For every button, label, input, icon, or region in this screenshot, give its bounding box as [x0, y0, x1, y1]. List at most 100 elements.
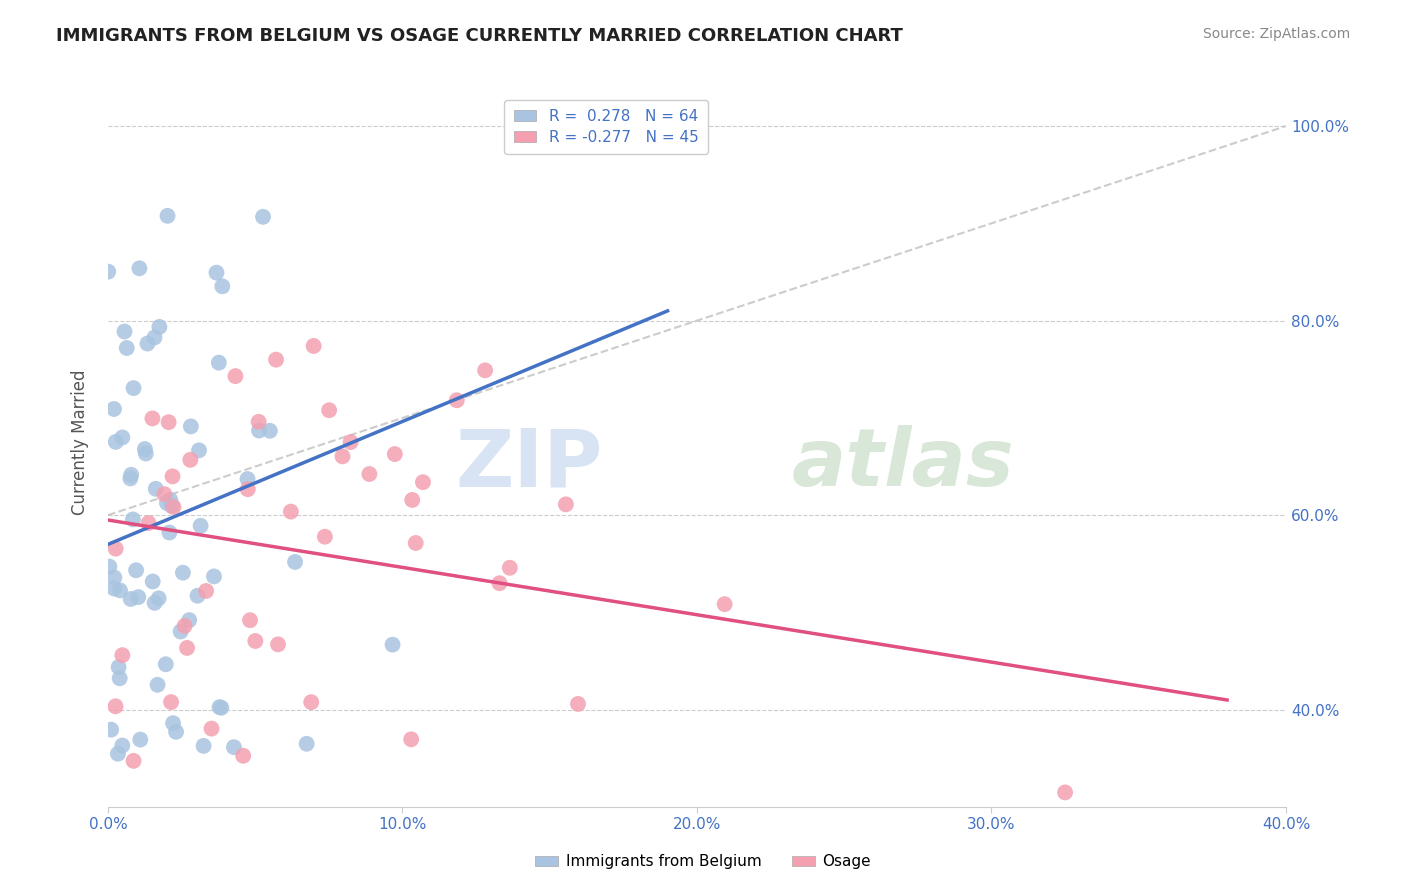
- Point: [103, 582, 125, 596]
- Point: [259, 424, 281, 438]
- Point: [142, 574, 165, 589]
- Point: [120, 467, 142, 482]
- Point: [208, 700, 231, 714]
- Point: [156, 496, 179, 510]
- Point: [100, 723, 122, 737]
- Point: [208, 356, 231, 370]
- Point: [173, 619, 195, 633]
- Point: [143, 596, 166, 610]
- Point: [98, 559, 121, 574]
- Point: [193, 739, 215, 753]
- Point: [232, 748, 254, 763]
- Point: [135, 446, 157, 460]
- Point: [136, 336, 159, 351]
- Point: [401, 492, 423, 507]
- Point: [222, 740, 245, 755]
- Point: [1054, 785, 1077, 799]
- Point: [155, 657, 177, 672]
- Point: [713, 597, 735, 611]
- Point: [125, 563, 148, 577]
- Point: [97, 265, 120, 279]
- Point: [299, 695, 322, 709]
- Point: [280, 505, 302, 519]
- Point: [264, 352, 287, 367]
- Point: [120, 591, 142, 606]
- Legend: R =  0.278   N = 64, R = -0.277   N = 45: R = 0.278 N = 64, R = -0.277 N = 45: [505, 100, 707, 154]
- Point: [247, 415, 270, 429]
- Point: [195, 584, 218, 599]
- Text: Source: ZipAtlas.com: Source: ZipAtlas.com: [1202, 27, 1350, 41]
- Point: [554, 497, 576, 511]
- Point: [284, 555, 307, 569]
- Point: [129, 732, 152, 747]
- Point: [148, 319, 170, 334]
- Point: [160, 499, 183, 513]
- Point: [176, 640, 198, 655]
- Point: [247, 424, 270, 438]
- Point: [209, 700, 232, 714]
- Point: [339, 435, 361, 450]
- Point: [224, 369, 246, 384]
- Point: [405, 536, 427, 550]
- Point: [162, 469, 184, 483]
- Point: [145, 482, 167, 496]
- Text: IMMIGRANTS FROM BELGIUM VS OSAGE CURRENTLY MARRIED CORRELATION CHART: IMMIGRANTS FROM BELGIUM VS OSAGE CURRENT…: [56, 27, 903, 45]
- Point: [122, 512, 145, 526]
- Point: [104, 699, 127, 714]
- Point: [108, 583, 131, 598]
- Point: [108, 671, 131, 685]
- Point: [107, 660, 129, 674]
- Point: [146, 678, 169, 692]
- Point: [128, 261, 150, 276]
- Text: atlas: atlas: [792, 425, 1014, 503]
- Legend: Immigrants from Belgium, Osage: Immigrants from Belgium, Osage: [529, 848, 877, 875]
- Point: [165, 724, 187, 739]
- Point: [359, 467, 381, 481]
- Point: [111, 648, 134, 662]
- Point: [499, 561, 522, 575]
- Point: [399, 732, 422, 747]
- Point: [114, 325, 136, 339]
- Point: [302, 339, 325, 353]
- Point: [134, 442, 156, 456]
- Point: [159, 493, 181, 508]
- Point: [236, 472, 259, 486]
- Point: [103, 401, 125, 416]
- Point: [153, 487, 176, 501]
- Point: [188, 443, 211, 458]
- Point: [236, 482, 259, 496]
- Point: [446, 393, 468, 408]
- Point: [200, 722, 222, 736]
- Point: [180, 419, 202, 434]
- Point: [104, 541, 127, 556]
- Point: [103, 570, 125, 584]
- Point: [474, 363, 496, 377]
- Point: [179, 453, 201, 467]
- Point: [160, 695, 183, 709]
- Point: [179, 613, 201, 627]
- Point: [148, 591, 170, 606]
- Point: [138, 516, 160, 530]
- Point: [162, 716, 184, 731]
- Point: [205, 266, 228, 280]
- Point: [157, 415, 180, 429]
- Point: [412, 475, 434, 490]
- Point: [172, 566, 194, 580]
- Point: [157, 525, 180, 540]
- Point: [252, 210, 274, 224]
- Point: [115, 341, 138, 355]
- Point: [190, 518, 212, 533]
- Point: [202, 569, 225, 583]
- Point: [318, 403, 340, 417]
- Point: [267, 637, 290, 651]
- Point: [245, 634, 267, 648]
- Y-axis label: Currently Married: Currently Married: [72, 369, 89, 515]
- Point: [162, 500, 184, 514]
- Text: ZIP: ZIP: [456, 425, 603, 503]
- Point: [143, 330, 166, 344]
- Point: [107, 747, 129, 761]
- Point: [156, 209, 179, 223]
- Point: [111, 739, 134, 753]
- Point: [141, 411, 163, 425]
- Point: [381, 638, 404, 652]
